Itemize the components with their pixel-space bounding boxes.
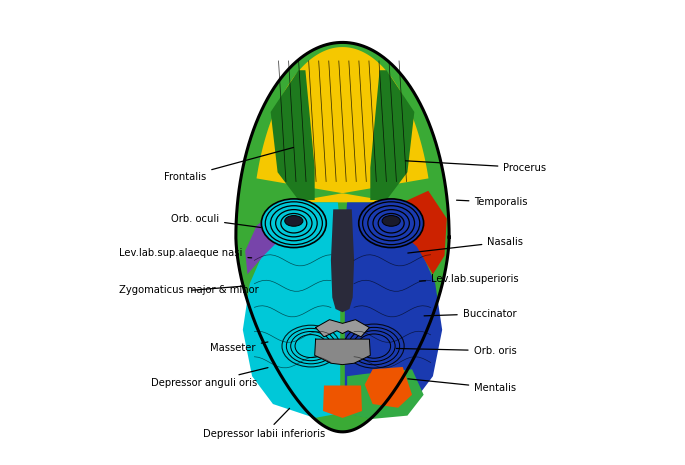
Text: Depressor labii inferioris: Depressor labii inferioris xyxy=(203,408,325,439)
Polygon shape xyxy=(314,339,371,365)
Text: Lev.lab.sup.alaeque nasi: Lev.lab.sup.alaeque nasi xyxy=(119,248,251,259)
Polygon shape xyxy=(396,191,447,274)
Text: Zygomaticus major & minor: Zygomaticus major & minor xyxy=(119,286,259,295)
Ellipse shape xyxy=(344,324,404,368)
Ellipse shape xyxy=(262,199,326,247)
Text: Buccinator: Buccinator xyxy=(424,309,516,319)
Ellipse shape xyxy=(359,199,423,247)
Polygon shape xyxy=(371,70,414,200)
Polygon shape xyxy=(245,200,299,274)
Ellipse shape xyxy=(285,216,303,226)
Polygon shape xyxy=(256,47,429,202)
Text: Depressor anguli oris: Depressor anguli oris xyxy=(151,368,268,388)
Text: Orb. oculi: Orb. oculi xyxy=(171,213,261,227)
Text: Orb. oris: Orb. oris xyxy=(397,345,516,356)
Polygon shape xyxy=(347,369,423,419)
Text: Mentalis: Mentalis xyxy=(408,379,516,393)
Polygon shape xyxy=(312,374,338,414)
Text: Frontalis: Frontalis xyxy=(164,147,293,182)
Text: Nasalis: Nasalis xyxy=(408,237,523,253)
Polygon shape xyxy=(323,385,362,418)
Polygon shape xyxy=(316,319,369,337)
Ellipse shape xyxy=(382,216,400,226)
Text: Masseter: Masseter xyxy=(210,342,268,353)
Text: Temporalis: Temporalis xyxy=(456,197,528,207)
Polygon shape xyxy=(236,42,449,432)
Polygon shape xyxy=(345,202,443,418)
Text: Lev.lab.superioris: Lev.lab.superioris xyxy=(419,274,519,284)
Polygon shape xyxy=(364,367,412,408)
Polygon shape xyxy=(242,202,340,418)
Polygon shape xyxy=(271,70,314,200)
Text: Procerus: Procerus xyxy=(406,161,547,173)
Ellipse shape xyxy=(282,325,340,367)
Polygon shape xyxy=(331,209,354,312)
